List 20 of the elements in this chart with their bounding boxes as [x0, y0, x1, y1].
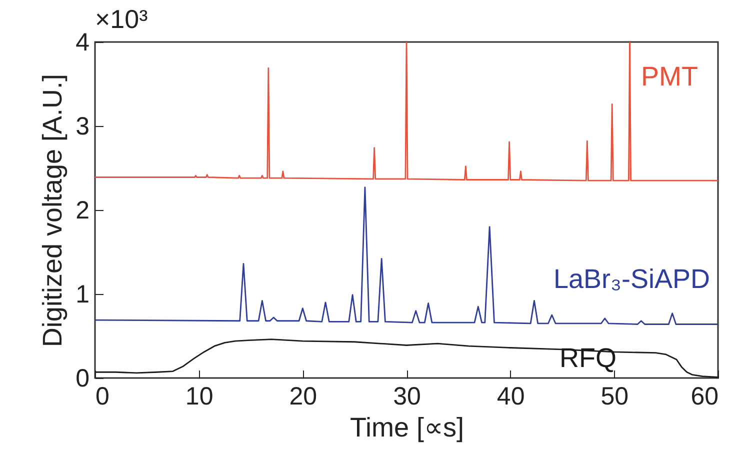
line-series: [95, 338, 718, 378]
x-tick-label: 60: [690, 382, 718, 410]
series-label: PMT: [641, 62, 698, 92]
y-tick-label: 4: [76, 28, 90, 56]
x-axis-title: Time [∝s]: [350, 412, 464, 442]
y-axis-title: Digitized voltage [A.U.]: [38, 74, 68, 348]
text: ×10³: [95, 4, 148, 34]
line-series: [95, 186, 718, 325]
y-tick-label: 0: [76, 364, 90, 392]
x-tick-label: 20: [289, 382, 318, 410]
line-series: [95, 42, 718, 182]
y-tick-label: 2: [76, 196, 90, 224]
y-tick-label: 1: [76, 280, 90, 308]
y-tick-label: 3: [76, 112, 90, 140]
x-tick-label: 30: [393, 382, 421, 410]
x-tick-label: 40: [496, 382, 525, 410]
series-label: LaBr₃-SiAPD: [553, 264, 710, 294]
x-tick-label: 10: [185, 382, 214, 410]
x-tick-label: 50: [600, 382, 629, 410]
x-tick-label: 0: [96, 382, 110, 410]
